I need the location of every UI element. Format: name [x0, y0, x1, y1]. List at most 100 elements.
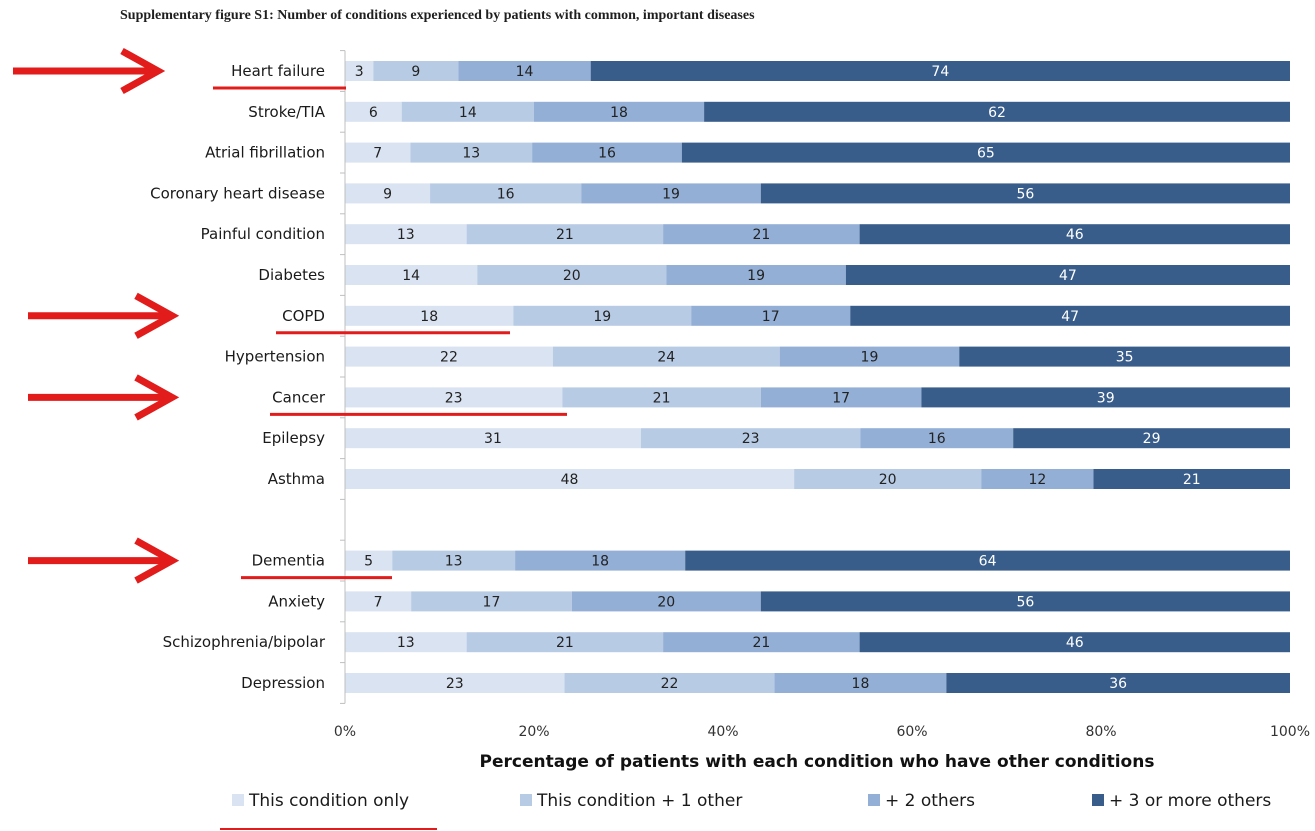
x-axis-label: Percentage of patients with each conditi… — [480, 752, 1155, 772]
category-label-painful-condition: Painful condition — [201, 225, 325, 243]
annotation-underlines — [213, 86, 567, 580]
data-label-asthma-this-condition-1-other: 20 — [879, 472, 897, 488]
data-label-hypertension-2-others: 19 — [861, 350, 879, 366]
data-label-coronary-heart-disease-this-condition-1-other: 16 — [497, 186, 515, 202]
data-label-cancer-this-condition-1-other: 21 — [653, 390, 671, 406]
legend-label: + 2 others — [885, 791, 975, 811]
data-label-depression-this-condition-1-other: 22 — [661, 676, 679, 692]
bar-heart-failure-2-others — [458, 61, 591, 81]
arrow-icon-dementia — [28, 537, 180, 584]
data-label-heart-failure-3-or-more-others: 74 — [931, 64, 949, 80]
category-labels: Heart failure Stroke/TIA Atrial fibrillati… — [150, 62, 326, 692]
bar-painful-condition-2-others — [663, 224, 860, 245]
data-label-anxiety-this-condition-1-other: 17 — [483, 594, 501, 610]
data-label-cancer-2-others: 17 — [832, 390, 850, 406]
data-label-cancer-3-or-more-others: 39 — [1097, 390, 1115, 406]
legend-swatch — [520, 794, 532, 806]
data-label-depression-3-or-more-others: 36 — [1109, 676, 1127, 692]
data-label-coronary-heart-disease-3-or-more-others: 56 — [1016, 186, 1034, 202]
category-label-stroke-tia: Stroke/TIA — [248, 103, 325, 121]
data-label-hypertension-3-or-more-others: 35 — [1116, 350, 1134, 366]
bar-cancer-3-or-more-others — [921, 387, 1290, 408]
category-label-epilepsy: Epilepsy — [262, 429, 325, 447]
data-label-epilepsy-2-others: 16 — [928, 431, 946, 447]
x-tick-label-1: 20% — [518, 724, 549, 740]
data-label-stroke-tia-this-condition-1-other: 14 — [459, 105, 477, 121]
bar-diabetes-this-condition-only — [345, 265, 478, 285]
bar-copd-this-condition-only — [345, 305, 514, 326]
bar-atrial-fibrillation-this-condition-only — [345, 142, 411, 163]
bar-cancer-this-condition-only — [345, 387, 563, 408]
bar-coronary-heart-disease-this-condition-1-other — [430, 183, 582, 204]
data-label-asthma-2-others: 12 — [1028, 472, 1046, 488]
bar-copd-this-condition-1-other — [513, 305, 692, 326]
data-label-hypertension-this-condition-1-other: 24 — [657, 350, 675, 366]
legend-label: This condition + 1 other — [536, 791, 742, 811]
category-label-heart-failure: Heart failure — [231, 62, 325, 80]
data-label-copd-3-or-more-others: 47 — [1061, 309, 1079, 325]
bar-painful-condition-3-or-more-others — [859, 224, 1290, 245]
bar-coronary-heart-disease-this-condition-only — [345, 183, 431, 204]
bar-painful-condition-this-condition-only — [345, 224, 467, 245]
axes: 0% 20% 40% 60% 80% 100% — [334, 50, 1310, 740]
bar-schizophrenia-bipolar-2-others — [663, 632, 860, 653]
legend-item-3-or-more-others: + 3 or more others — [1092, 791, 1271, 811]
bar-epilepsy-this-condition-only — [345, 428, 641, 449]
bar-asthma-this-condition-only — [345, 469, 795, 489]
data-label-epilepsy-this-condition-1-other: 23 — [742, 431, 760, 447]
data-label-diabetes-this-condition-only: 14 — [402, 268, 420, 284]
legend-item-2-others: + 2 others — [868, 791, 975, 811]
arrow-icon-heart-failure — [13, 47, 166, 95]
category-label-diabetes: Diabetes — [258, 266, 325, 284]
bar-heart-failure-this-condition-only — [345, 61, 374, 81]
legend-swatch — [232, 794, 244, 806]
legend-swatch — [868, 794, 880, 806]
data-label-dementia-3-or-more-others: 64 — [979, 554, 997, 570]
data-label-diabetes-this-condition-1-other: 20 — [563, 268, 581, 284]
bar-hypertension-this-condition-only — [345, 346, 553, 367]
bar-schizophrenia-bipolar-3-or-more-others — [859, 632, 1290, 653]
bar-epilepsy-2-others — [860, 428, 1014, 449]
bar-coronary-heart-disease-2-others — [581, 183, 761, 204]
data-label-depression-2-others: 18 — [852, 676, 870, 692]
bar-depression-2-others — [774, 673, 947, 693]
bar-epilepsy-3-or-more-others — [1013, 428, 1290, 449]
data-label-schizophrenia-bipolar-this-condition-only: 13 — [397, 635, 415, 651]
data-label-dementia-this-condition-1-other: 13 — [445, 554, 463, 570]
bar-hypertension-2-others — [779, 346, 960, 367]
data-label-atrial-fibrillation-2-others: 16 — [598, 146, 616, 162]
data-label-copd-this-condition-1-other: 19 — [593, 309, 611, 325]
bar-anxiety-this-condition-1-other — [411, 591, 572, 612]
legend-label: This condition only — [248, 791, 409, 811]
bar-atrial-fibrillation-2-others — [532, 142, 682, 163]
data-label-stroke-tia-3-or-more-others: 62 — [988, 105, 1006, 121]
data-label-schizophrenia-bipolar-this-condition-1-other: 21 — [556, 635, 574, 651]
data-label-copd-this-condition-only: 18 — [420, 309, 438, 325]
bar-schizophrenia-bipolar-this-condition-1-other — [466, 632, 664, 653]
bar-asthma-this-condition-1-other — [794, 469, 982, 489]
legend-item-this-condition-1-other: This condition + 1 other — [520, 791, 742, 811]
bar-dementia-this-condition-only — [345, 550, 393, 571]
annotation-arrows — [13, 47, 180, 584]
legend-item-this-condition-only: This condition only — [232, 791, 409, 811]
data-label-coronary-heart-disease-2-others: 19 — [662, 186, 680, 202]
bar-dementia-2-others — [515, 550, 686, 571]
data-label-coronary-heart-disease-this-condition-only: 9 — [383, 186, 392, 202]
bar-diabetes-2-others — [666, 265, 846, 285]
bar-asthma-2-others — [981, 469, 1094, 489]
data-label-diabetes-3-or-more-others: 47 — [1059, 268, 1077, 284]
bar-cancer-this-condition-1-other — [562, 387, 761, 408]
data-label-atrial-fibrillation-this-condition-only: 7 — [373, 146, 382, 162]
data-label-atrial-fibrillation-3-or-more-others: 65 — [977, 146, 995, 162]
bar-stroke-tia-this-condition-only — [345, 101, 402, 122]
data-label-anxiety-this-condition-only: 7 — [374, 594, 383, 610]
bar-stroke-tia-this-condition-1-other — [401, 101, 534, 122]
bar-atrial-fibrillation-3-or-more-others — [681, 142, 1290, 163]
data-label-stroke-tia-2-others: 18 — [610, 105, 628, 121]
bar-copd-3-or-more-others — [850, 305, 1290, 326]
bar-depression-3-or-more-others — [946, 673, 1290, 693]
bar-coronary-heart-disease-3-or-more-others — [760, 183, 1290, 204]
data-label-anxiety-3-or-more-others: 56 — [1016, 594, 1034, 610]
data-label-atrial-fibrillation-this-condition-1-other: 13 — [462, 146, 480, 162]
